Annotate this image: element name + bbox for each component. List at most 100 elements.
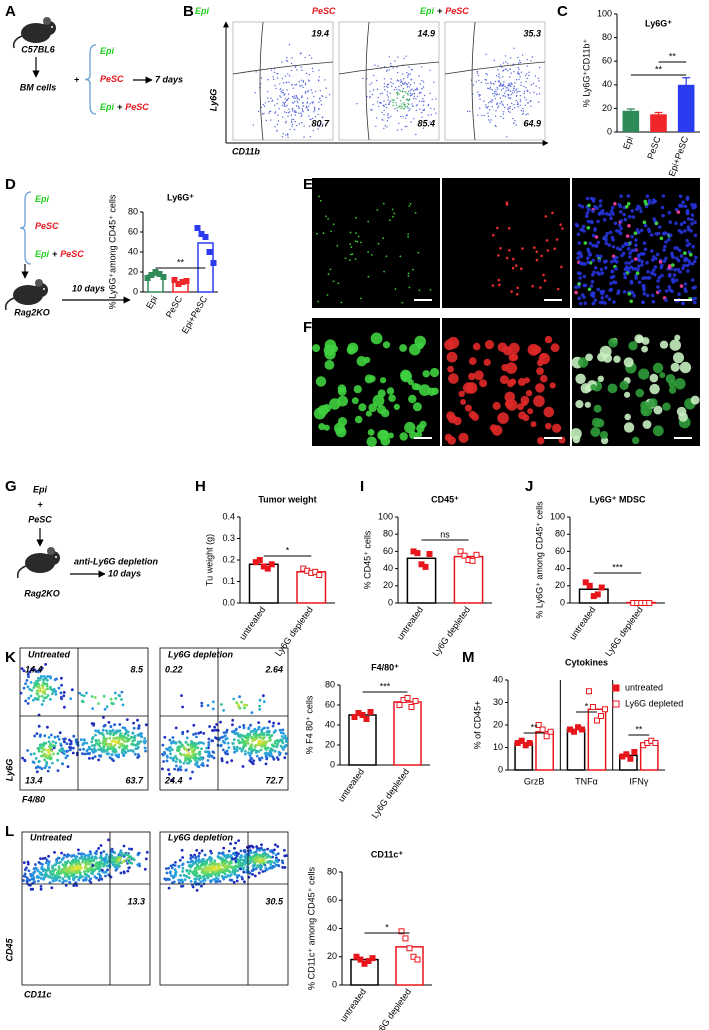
- cell-event: [207, 743, 211, 747]
- label-part: PeSC: [125, 102, 149, 112]
- cell-event: [188, 869, 192, 873]
- cell-signal: [650, 271, 654, 275]
- cell-event: [117, 853, 121, 857]
- cell-event: [283, 111, 286, 113]
- cell-event: [99, 755, 102, 758]
- cell-event: [507, 84, 509, 87]
- cell-event: [287, 111, 290, 114]
- cell-event: [103, 742, 107, 745]
- cell-signal: [647, 229, 652, 234]
- cell-event: [78, 691, 82, 695]
- cell-signal: [593, 205, 597, 209]
- cell-event: [369, 83, 371, 86]
- cell-event: [177, 878, 181, 882]
- cell-event: [206, 873, 210, 877]
- cell-event: [48, 745, 51, 748]
- cell-event: [416, 104, 418, 106]
- cell-event: [81, 860, 84, 864]
- cell-event: [503, 95, 505, 97]
- cell-signal: [325, 215, 327, 218]
- cell-event: [377, 65, 379, 67]
- cell-event: [400, 100, 402, 102]
- cell-event: [177, 749, 181, 753]
- cell-signal: [645, 194, 650, 198]
- cell-event: [284, 122, 287, 124]
- cell-signal: [632, 293, 637, 298]
- quadrant-value: 80.7: [311, 118, 330, 128]
- cell-event: [485, 104, 487, 106]
- cell-signal: [323, 344, 335, 356]
- cell-event: [306, 102, 308, 104]
- cell-event: [200, 704, 204, 708]
- cell-event: [175, 757, 179, 761]
- label-part: +: [437, 6, 443, 16]
- cell-event: [503, 111, 505, 113]
- cell-signal: [542, 273, 545, 277]
- cell-event: [300, 115, 302, 118]
- cell-signal: [340, 301, 343, 304]
- cell-event: [229, 842, 233, 846]
- cell-event: [531, 56, 533, 58]
- cell-event: [308, 54, 311, 57]
- cell-event: [179, 741, 183, 745]
- cell-event: [490, 119, 492, 121]
- data-point: [357, 956, 364, 963]
- cell-event: [502, 117, 505, 120]
- label-part: +: [52, 249, 58, 259]
- cell-event: [260, 106, 263, 109]
- cell-event: [217, 874, 221, 877]
- cell-event: [30, 667, 34, 671]
- cell-event: [509, 76, 511, 78]
- cell-event: [194, 752, 198, 756]
- cell-event: [536, 93, 538, 95]
- cell-event: [205, 859, 209, 863]
- cell-event: [525, 113, 527, 116]
- cell-event: [37, 695, 41, 698]
- cell-event: [376, 79, 378, 82]
- cell-event: [521, 113, 524, 116]
- cell-event: [495, 89, 497, 91]
- cell-event: [184, 740, 188, 744]
- cell-signal: [626, 194, 631, 198]
- cell-event: [410, 79, 413, 81]
- colored-label: Epi: [100, 46, 115, 56]
- cell-signal: [580, 205, 585, 209]
- cell-event: [380, 102, 382, 105]
- cell-event: [494, 124, 496, 127]
- cell-event: [418, 100, 421, 103]
- cell-event: [493, 91, 496, 93]
- cell-signal: [609, 281, 613, 286]
- cell-event: [233, 851, 236, 855]
- cell-event: [422, 104, 425, 107]
- cell-event: [111, 747, 115, 750]
- cell-event: [292, 107, 294, 110]
- mouse-tail: [16, 565, 27, 579]
- cell-event: [392, 101, 394, 104]
- cell-event: [180, 878, 184, 882]
- cell-signal: [677, 292, 681, 297]
- gate-line: [365, 21, 370, 141]
- mouse-ear: [47, 547, 55, 555]
- cell-signal: [674, 278, 679, 283]
- cell-event: [239, 741, 242, 744]
- cell-signal: [504, 399, 514, 409]
- y-tick-label: 80: [602, 32, 612, 42]
- cell-event: [70, 688, 74, 692]
- y-tick-label: 100: [597, 8, 612, 18]
- cell-event: [319, 90, 321, 92]
- cell-event: [46, 678, 49, 682]
- quadrant-value: 24.4: [164, 775, 183, 785]
- cell-event: [182, 753, 186, 757]
- cell-event: [126, 853, 130, 857]
- cell-signal: [676, 258, 681, 263]
- cell-signal: [667, 265, 672, 270]
- cell-event: [398, 89, 400, 91]
- cell-signal: [613, 202, 617, 206]
- data-point: [469, 557, 476, 564]
- cell-event: [514, 82, 516, 84]
- cell-signal: [691, 244, 695, 249]
- cell-event: [34, 757, 38, 760]
- cell-event: [515, 79, 518, 81]
- cell-event: [179, 753, 183, 757]
